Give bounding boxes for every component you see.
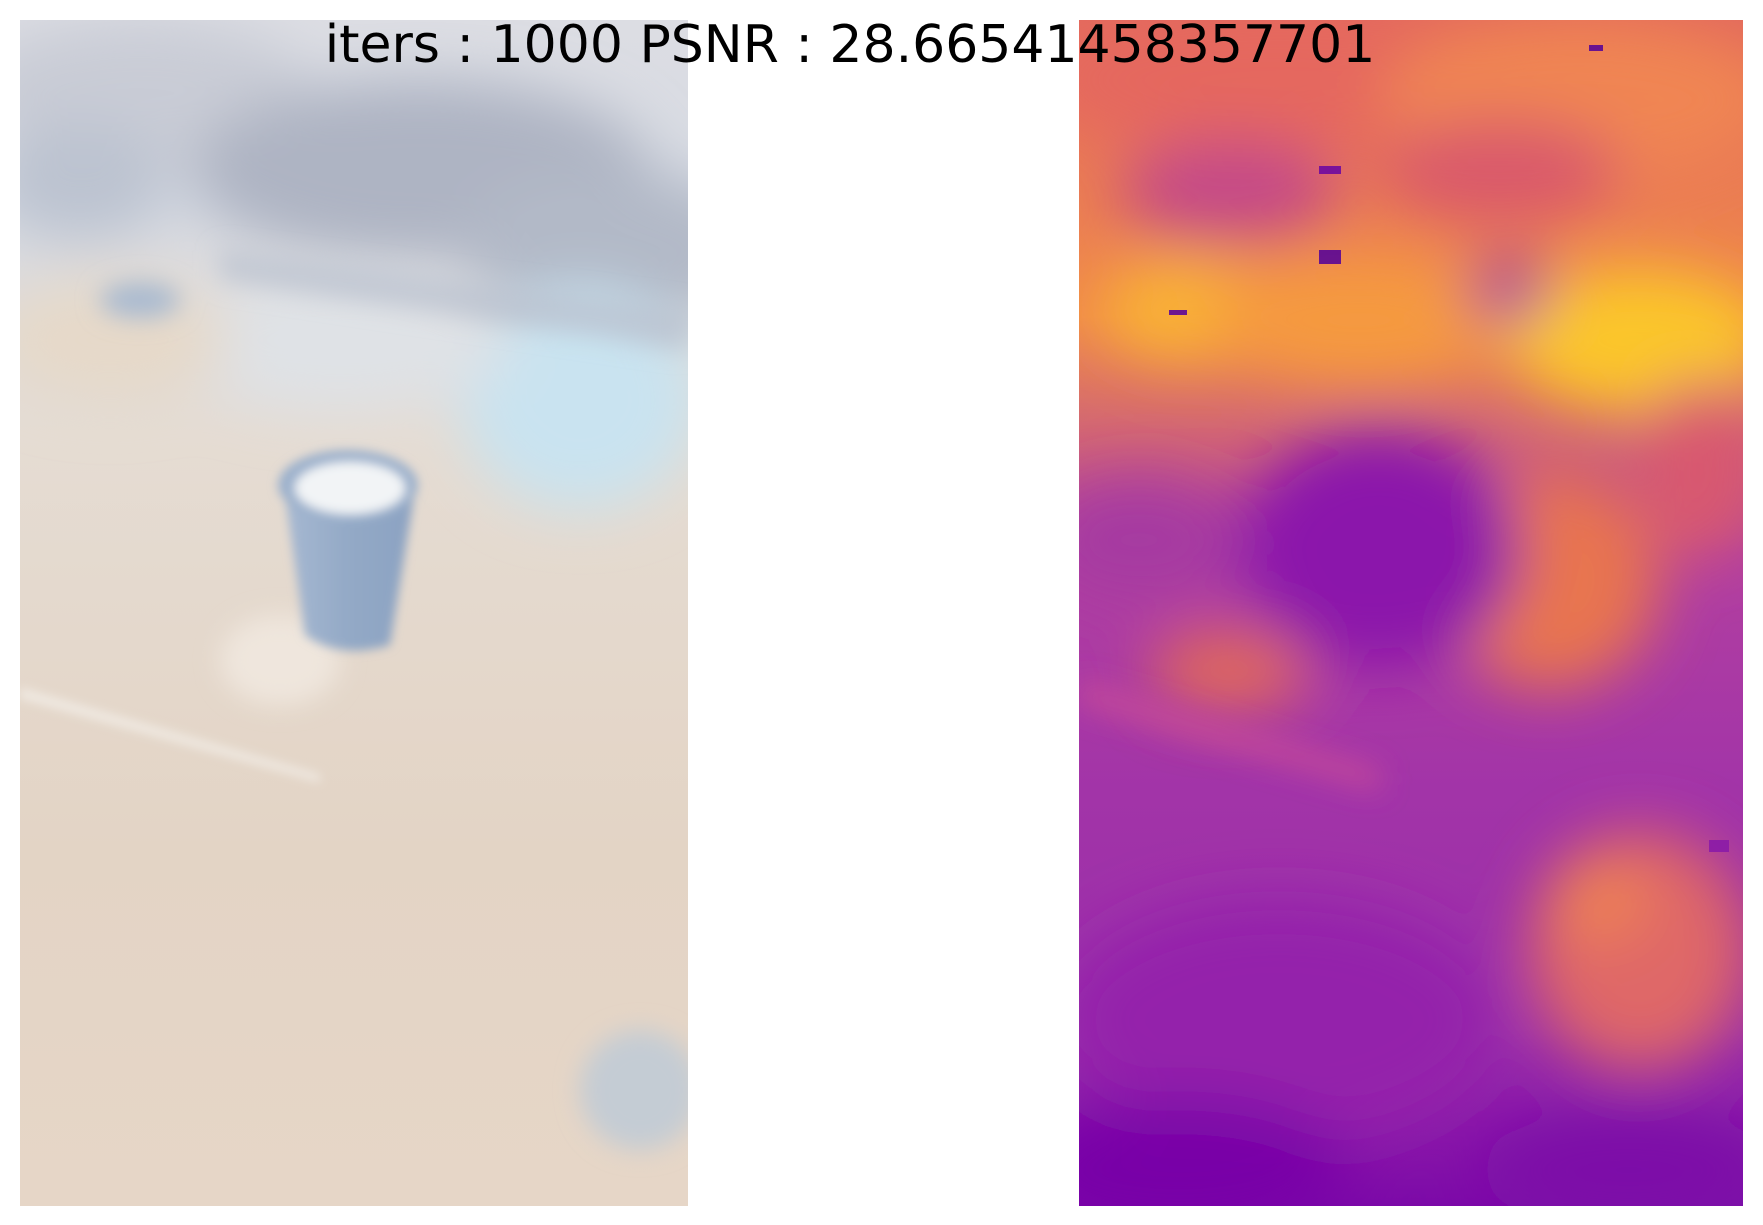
rendered-rgb-image <box>20 20 688 1206</box>
figure-title: iters : 1000 PSNR : 28.66541458357701 <box>324 15 1376 75</box>
rgb-image-drawing <box>20 20 688 1150</box>
depth-map-drawing <box>1079 20 1743 1206</box>
depth-map-image <box>1079 20 1743 1206</box>
